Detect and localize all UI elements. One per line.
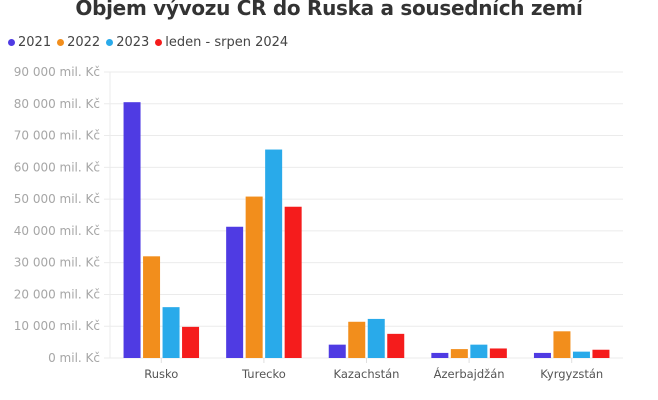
y-tick-label: 0 mil. Kč [48, 351, 100, 365]
bar-2023[interactable] [470, 344, 488, 358]
bar-2022[interactable] [348, 321, 366, 358]
legend-dot-icon [57, 39, 65, 46]
legend-label: 2021 [18, 35, 52, 50]
bar-2023[interactable] [367, 318, 385, 358]
legend-dot-icon [8, 39, 15, 46]
x-tick-label: Rusko [144, 367, 178, 381]
y-tick-label: 20 000 mil. Kč [14, 287, 100, 301]
legend-dot-icon [155, 39, 163, 46]
bar-leden---srpen-2024[interactable] [284, 206, 302, 358]
legend-item-2023[interactable]: 2023 [106, 35, 149, 50]
bar-2023[interactable] [265, 149, 283, 358]
legend-dot-icon [106, 39, 114, 46]
bar-2021[interactable] [123, 102, 141, 358]
legend-item-2022[interactable]: 2022 [57, 35, 100, 50]
legend-label: leden - srpen 2024 [165, 35, 289, 50]
y-tick-label: 90 000 mil. Kč [14, 65, 100, 79]
legend-item-2024[interactable]: leden - srpen 2024 [155, 35, 288, 50]
bar-2021[interactable] [431, 352, 449, 358]
y-tick-label: 30 000 mil. Kč [14, 256, 100, 270]
y-tick-label: 70 000 mil. Kč [14, 129, 100, 143]
bar-2023[interactable] [572, 351, 590, 358]
chart-title: Objem vývozu ČR do Ruska a sousedních ze… [75, 0, 583, 20]
bar-2021[interactable] [533, 352, 551, 358]
bar-2021[interactable] [328, 344, 346, 358]
chart-legend: 2021 2022 2023 leden - srpen 2024 [8, 35, 294, 50]
bars [123, 102, 610, 358]
y-axis: 0 mil. Kč 10 000 mil. Kč 20 000 mil. Kč 30 … [14, 65, 100, 365]
gridlines [104, 71, 623, 359]
bar-leden---srpen-2024[interactable] [592, 349, 610, 358]
x-tick-label: Ázerbajdžán [434, 366, 505, 381]
x-tick-label: Kazachstán [334, 367, 400, 381]
y-tick-label: 80 000 mil. Kč [14, 97, 100, 111]
y-tick-label: 50 000 mil. Kč [14, 192, 100, 206]
x-tick-label: Turecko [241, 367, 286, 381]
bar-leden---srpen-2024[interactable] [387, 333, 405, 358]
x-axis: Rusko Turecko Kazachstán Ázerbajdžán Kyrgyzs… [144, 358, 603, 381]
bar-2021[interactable] [226, 226, 244, 358]
legend-label: 2023 [116, 35, 150, 50]
y-tick-label: 60 000 mil. Kč [14, 160, 100, 174]
bar-2022[interactable] [245, 196, 263, 358]
legend-item-2021[interactable]: 2021 [8, 35, 51, 50]
bar-leden---srpen-2024[interactable] [182, 326, 200, 358]
y-tick-label: 40 000 mil. Kč [14, 224, 100, 238]
bar-2022[interactable] [553, 331, 571, 358]
bar-2022[interactable] [450, 349, 468, 358]
bar-2022[interactable] [143, 256, 161, 358]
x-tick-label: Kyrgyzstán [540, 367, 603, 381]
legend-label: 2022 [67, 35, 101, 50]
bar-2023[interactable] [162, 307, 180, 358]
bar-leden---srpen-2024[interactable] [489, 348, 507, 358]
y-tick-label: 10 000 mil. Kč [14, 319, 100, 333]
